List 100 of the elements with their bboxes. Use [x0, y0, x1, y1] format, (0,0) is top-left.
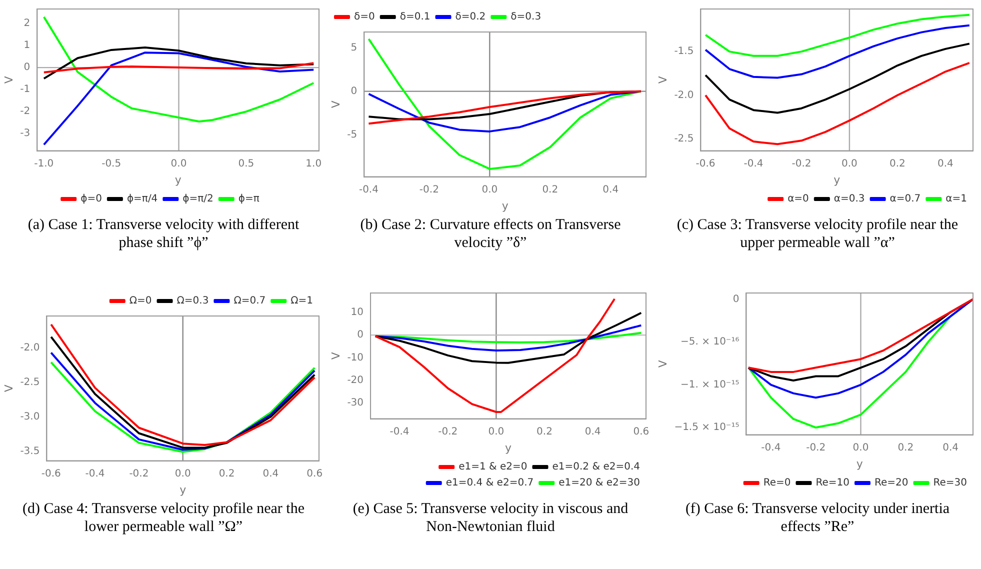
legend-label: ϕ=π/2 [182, 194, 214, 205]
y-tick-label: -2.0 [674, 90, 694, 101]
legend-label: Re=30 [933, 478, 968, 489]
x-tick-label: 0.4 [262, 468, 279, 480]
y-tick-label: -2 [20, 106, 30, 118]
y-tick-label: −1.5 × 10⁻¹⁵ [674, 422, 740, 434]
legend-label: δ=0.1 [400, 12, 430, 23]
x-tick-label: 0.2 [898, 442, 914, 454]
text: (e) Case 5: Transverse velocity in viscous and Non-Newtonian fluid [352, 500, 630, 536]
x-axis-title: y [174, 173, 182, 186]
y-tick-label: -10 [347, 352, 364, 364]
text: (c) Case 3: Transverse velocity profile near the upper permeable wall ”α” [676, 216, 960, 252]
x-tick-label: 0.0 [852, 442, 869, 454]
y-tick-label: 2 [24, 18, 30, 30]
legend-label: ϕ=0 [80, 194, 102, 205]
y-axis-title: V [2, 76, 16, 84]
x-tick-label: 0.5 [238, 158, 254, 170]
y-tick-label: 0 [24, 62, 30, 74]
x-tick-label: 0.0 [488, 426, 504, 438]
legend-label: α=0 [788, 194, 809, 205]
x-axis-title: y [834, 173, 841, 186]
x-tick-label: -0.6 [696, 158, 716, 170]
y-tick-label: 0 [357, 330, 364, 341]
x-axis-title: y [856, 457, 864, 470]
x-tick-label: 0.4 [602, 184, 619, 196]
x-tick-label: -0.2 [438, 426, 458, 438]
x-tick-label: -0.2 [792, 158, 812, 170]
y-tick-label: -20 [347, 374, 364, 386]
y-tick-label: -2.0 [20, 342, 40, 354]
y-axis-title: V [329, 100, 342, 108]
legend-label: ϕ=π [238, 194, 260, 205]
legend-label: Re=10 [816, 478, 850, 489]
x-tick-label: 0.0 [170, 158, 187, 170]
legend-label: δ=0 [354, 12, 375, 23]
text: (f) Case 6: Transverse velocity under inertia effects ”Re” [684, 500, 951, 536]
x-tick-label: -0.6 [41, 468, 61, 480]
x-tick-label: 0.2 [542, 184, 558, 196]
y-tick-label: 0 [732, 294, 740, 305]
y-tick-label: -3 [20, 128, 30, 140]
y-tick-label: -1 [20, 84, 30, 96]
y-tick-label: -2.5 [20, 376, 40, 388]
y-axis-title: V [329, 352, 342, 360]
x-tick-label: -0.2 [806, 442, 826, 454]
x-tick-label: 0.6 [306, 468, 323, 480]
text: (a) Case 1: Transverse velocity with different phase shift ”ϕ” [26, 216, 300, 252]
x-tick-label: -1.0 [34, 158, 54, 170]
x-tick-label: 0.4 [942, 442, 958, 454]
x-tick-label: 0.2 [889, 158, 906, 170]
x-tick-label: -0.4 [744, 158, 764, 170]
y-tick-label: -3.0 [20, 411, 40, 422]
x-tick-label: -0.5 [102, 158, 122, 170]
x-tick-label: -0.4 [390, 426, 410, 438]
text: (b) Case 2: Curvature effects on Transverse velocity ”δ” [359, 216, 622, 252]
legend-label: e1=1 & e2=0 [458, 462, 528, 473]
legend-label: Re=0 [763, 478, 791, 489]
y-tick-label: -3.5 [20, 446, 40, 457]
text: (d) Case 4: Transverse velocity profile near the lower permeable wall ”Ω” [21, 500, 306, 536]
legend-label: e1=20 & e2=30 [558, 478, 640, 489]
legend-label: Ω=0.3 [176, 296, 209, 307]
y-tick-label: 1 [24, 40, 30, 52]
x-axis-title: y [502, 199, 509, 212]
legend-label: ϕ=π/4 [126, 194, 158, 205]
x-tick-label: -0.2 [129, 468, 149, 480]
y-axis-title: V [656, 360, 670, 368]
legend-label: δ=0.3 [510, 12, 542, 23]
x-tick-label: 0.4 [584, 426, 601, 438]
x-tick-label: 0.0 [174, 468, 191, 480]
y-tick-label: 10 [350, 307, 364, 318]
legend-label: e1=0.2 & e2=0.4 [552, 462, 640, 473]
x-tick-label: -0.4 [85, 468, 105, 480]
legend-label: α=0.7 [890, 194, 921, 205]
legend-label: δ=0.2 [455, 12, 486, 23]
x-tick-label: 0.2 [218, 468, 235, 480]
x-tick-label: 0.0 [842, 158, 858, 170]
legend-label: e1=0.4 & e2=0.7 [446, 478, 534, 489]
x-axis-title: y [180, 483, 187, 496]
x-tick-label: 0.6 [633, 426, 650, 438]
y-axis-title: V [656, 76, 670, 84]
y-tick-label: −5. × 10⁻¹⁶ [680, 336, 740, 348]
x-tick-label: 0.4 [937, 158, 954, 170]
y-tick-label: 0 [350, 86, 358, 97]
y-tick-label: 5 [350, 42, 358, 54]
legend-label: Ω=1 [290, 296, 314, 307]
x-tick-label: -0.2 [419, 184, 439, 196]
x-tick-label: 0.2 [536, 426, 552, 438]
legend-label: Ω=0 [129, 296, 152, 307]
y-tick-label: -2.5 [674, 134, 694, 145]
legend-label: Re=20 [874, 478, 908, 489]
x-tick-label: -0.4 [358, 184, 378, 196]
y-tick-label: −1. × 10⁻¹⁵ [680, 379, 740, 390]
legend-label: α=0.3 [834, 194, 865, 205]
y-tick-label: -5 [347, 130, 358, 141]
y-axis-title: V [2, 384, 16, 392]
legend-label: α=1 [946, 194, 968, 205]
x-axis-title: y [505, 441, 512, 454]
y-tick-label: -1.5 [674, 46, 694, 58]
x-tick-label: 1.0 [306, 158, 322, 170]
x-tick-label: -0.4 [761, 442, 781, 454]
legend-label: Ω=0.7 [234, 296, 266, 307]
x-tick-label: 0.0 [482, 184, 498, 196]
